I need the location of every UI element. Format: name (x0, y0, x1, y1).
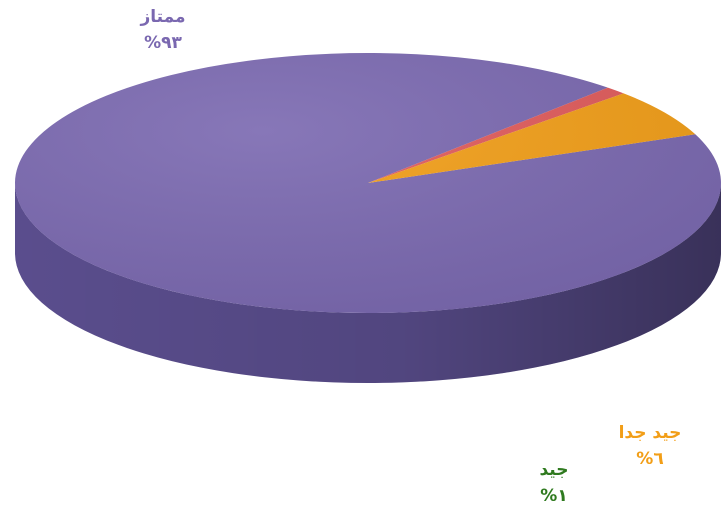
top-gloss (15, 53, 721, 313)
slice-label-excellent: ممتاز (139, 7, 185, 27)
slice-label-good: جيد (539, 460, 568, 480)
slice-value-excellent: %٩٣ (144, 33, 182, 53)
pie-side-walls (15, 183, 721, 383)
side-shading (15, 183, 721, 383)
slice-value-good: %١ (540, 486, 567, 506)
slice-label-very_good: جيد جدا (619, 423, 682, 443)
slice-labels: ممتاز %٩٣ جيد %١ جيد جدا %٦ (139, 7, 681, 506)
pie-top-faces (14, 52, 721, 314)
slice-value-very_good: %٦ (636, 449, 663, 469)
